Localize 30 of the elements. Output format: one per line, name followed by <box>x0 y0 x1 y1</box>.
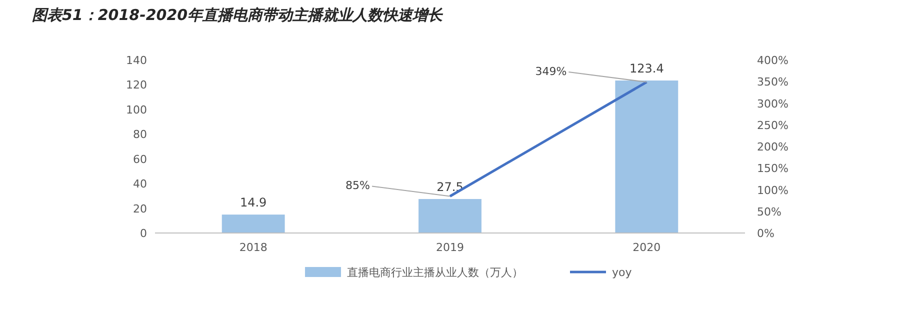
y2-tick-label: 200% <box>757 140 788 154</box>
y-tick-label: 40 <box>133 178 147 191</box>
bar <box>222 214 285 233</box>
y2-tick-label: 100% <box>757 184 788 197</box>
x-tick-label: 2019 <box>436 241 464 254</box>
y-tick-label: 120 <box>126 78 147 92</box>
legend-label: 直播电商行业主播从业人数（万人） <box>347 266 523 279</box>
y2-tick-label: 250% <box>757 118 788 132</box>
legend-label: yoy <box>612 266 632 279</box>
y2-tick-label: 350% <box>757 76 788 89</box>
data-label: 349% <box>535 65 567 78</box>
x-tick-label: 2018 <box>239 241 268 254</box>
y-tick-label: 20 <box>133 202 147 216</box>
data-label: 85% <box>346 179 370 192</box>
y2-tick-label: 300% <box>757 97 788 110</box>
data-label: 123.4 <box>629 62 664 76</box>
y2-tick-label: 400% <box>757 54 788 67</box>
y-tick-label: 0 <box>140 227 147 240</box>
y2-tick-label: 50% <box>757 205 782 218</box>
chart-title: 图表51：2018-2020年直播电商带动主播就业人数快速增长 <box>32 6 444 24</box>
y-tick-label: 60 <box>133 152 147 166</box>
bar <box>615 80 678 233</box>
y2-tick-label: 0% <box>757 227 774 240</box>
y-tick-label: 140 <box>126 54 147 67</box>
y-tick-label: 80 <box>133 128 147 142</box>
x-tick-label: 2020 <box>632 241 661 254</box>
bar <box>418 199 482 233</box>
y2-tick-label: 150% <box>757 162 788 176</box>
y-tick-label: 100 <box>126 103 147 116</box>
data-label: 14.9 <box>240 196 267 210</box>
